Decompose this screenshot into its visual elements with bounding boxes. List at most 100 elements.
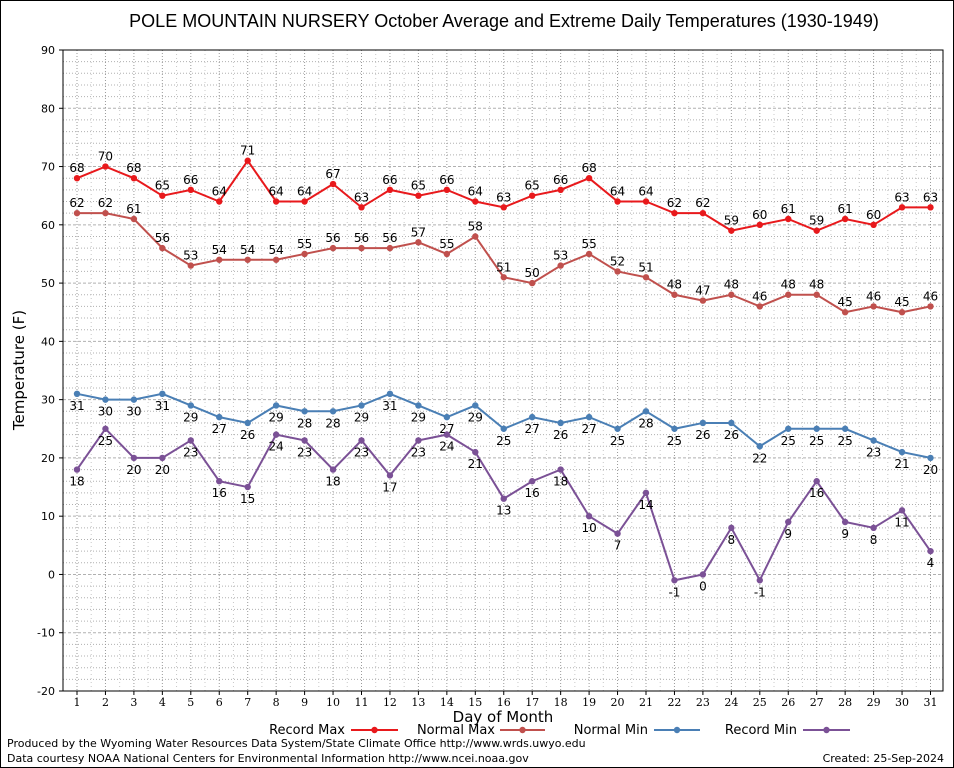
data-point [841, 518, 849, 526]
data-point [870, 437, 877, 444]
data-label: 61 [838, 202, 853, 216]
data-label: 57 [411, 225, 426, 239]
data-label: 18 [553, 475, 568, 489]
data-point [159, 454, 166, 462]
data-point [386, 472, 394, 479]
footer-produced-by: Produced by the Wyoming Water Resources … [7, 737, 586, 750]
data-point [358, 402, 365, 409]
x-tick-label: 6 [216, 696, 223, 709]
data-label: 29 [468, 410, 483, 424]
data-label: 25 [496, 434, 511, 448]
x-tick-label: 5 [187, 696, 194, 709]
data-point [415, 239, 422, 246]
data-point [386, 390, 394, 398]
data-label: 20 [923, 463, 938, 477]
data-label: 63 [496, 190, 511, 204]
data-label: 71 [240, 144, 255, 158]
data-point [130, 175, 138, 182]
data-point [841, 309, 849, 316]
x-tick-label: 13 [411, 696, 425, 709]
data-label: 59 [809, 214, 824, 228]
data-label: 61 [781, 202, 796, 216]
data-label: 66 [553, 173, 568, 187]
y-axis-label: Temperature (F) [10, 310, 28, 431]
data-point [785, 425, 792, 432]
data-label: 27 [525, 422, 540, 436]
data-point [728, 524, 735, 532]
x-tick-label: 23 [696, 696, 710, 709]
data-point [443, 431, 451, 438]
data-label: 48 [809, 278, 824, 292]
data-label: 65 [155, 179, 170, 193]
legend-item-record-max: Record Max [269, 723, 398, 738]
data-point [614, 425, 621, 432]
data-label: 47 [695, 284, 710, 298]
legend-marker [371, 726, 378, 734]
data-point [585, 413, 593, 421]
data-label: 63 [923, 190, 938, 204]
data-point [130, 454, 138, 462]
y-tick-label: 80 [41, 102, 55, 115]
x-tick-label: 4 [159, 696, 166, 709]
data-point [756, 221, 763, 229]
data-label: 17 [382, 480, 397, 494]
data-label: 30 [98, 405, 113, 419]
data-point [585, 512, 593, 520]
y-tick-label: 60 [41, 219, 55, 232]
data-label: 68 [126, 161, 141, 175]
data-point [187, 262, 194, 269]
data-label: -1 [754, 585, 766, 599]
data-label: 48 [724, 278, 739, 292]
data-point [244, 256, 251, 263]
data-label: 9 [784, 527, 792, 541]
data-label: 58 [468, 219, 483, 233]
data-point [529, 478, 536, 485]
data-point [130, 215, 138, 223]
data-label: 66 [439, 173, 454, 187]
data-point [443, 250, 451, 258]
data-point [73, 466, 81, 473]
data-point [529, 279, 536, 287]
y-tick-label: 30 [41, 394, 55, 407]
data-label: 27 [439, 422, 454, 436]
data-label: 25 [781, 434, 796, 448]
data-label: 31 [69, 399, 84, 413]
data-point [216, 198, 223, 205]
data-label: 50 [525, 266, 540, 280]
x-tick-label: 3 [130, 696, 137, 709]
data-label: 48 [667, 278, 682, 292]
data-label: 56 [325, 231, 340, 245]
data-label: 56 [382, 231, 397, 245]
data-label: 24 [439, 440, 454, 454]
data-point [500, 425, 507, 432]
x-tick-label: 27 [810, 696, 824, 709]
data-point [785, 215, 792, 223]
data-label: 0 [699, 579, 707, 593]
data-label: 52 [610, 254, 625, 268]
y-tick-label: 40 [41, 335, 55, 348]
data-label: 64 [212, 185, 227, 199]
data-point [756, 303, 763, 310]
x-tick-label: 2 [102, 696, 109, 709]
data-point [187, 402, 194, 409]
y-tick-label: 50 [41, 277, 55, 290]
data-label: 23 [183, 445, 198, 459]
series-normal-max: 62 62 61 56 53 54 54 54 55 56 56 56 57 55 58 51 50 53 55 52… [69, 196, 938, 316]
data-label: 63 [894, 190, 909, 204]
data-label: 21 [894, 457, 909, 471]
x-tick-label: 29 [867, 696, 881, 709]
data-label: 62 [98, 196, 113, 210]
data-point [529, 192, 536, 199]
x-tick-label: 26 [781, 696, 795, 709]
data-label: 62 [695, 196, 710, 210]
legend-marker [823, 726, 830, 734]
data-point [301, 437, 308, 444]
data-point [244, 483, 251, 491]
data-point [329, 408, 337, 415]
data-point [130, 396, 138, 403]
data-point [102, 396, 109, 403]
data-label: 28 [297, 416, 312, 430]
data-label: 16 [809, 486, 824, 500]
plot-area [62, 49, 944, 692]
legend-label: Normal Min [574, 723, 648, 738]
